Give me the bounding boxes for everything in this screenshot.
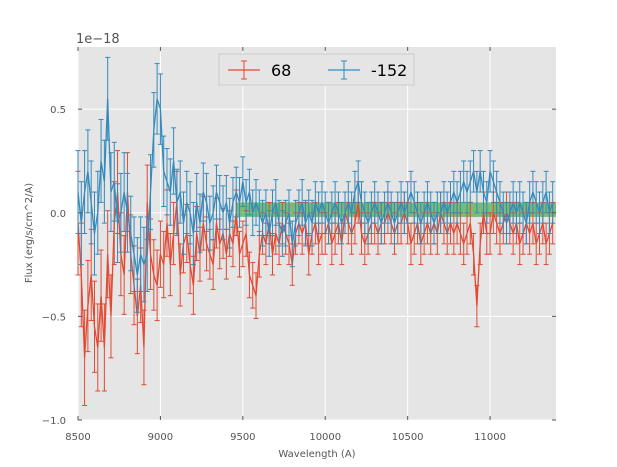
legend-label-152: -152 — [371, 61, 407, 80]
x-tick-label: 8500 — [65, 432, 90, 443]
series-layer — [75, 56, 556, 406]
y-axis-label: Flux (erg/s/cm^2/A) — [24, 183, 35, 283]
y-tick-label: 0.0 — [50, 209, 66, 220]
series-152 — [75, 56, 556, 313]
legend: 68 -152 — [218, 53, 415, 86]
series-line — [77, 98, 554, 276]
x-tick-label: 11000 — [474, 432, 506, 443]
x-tick-label: 9000 — [148, 432, 173, 443]
legend-swatch-152 — [328, 60, 360, 80]
x-tick-label: 10000 — [309, 432, 341, 443]
offset-label: 1e−18 — [76, 32, 120, 47]
x-tick-label: 9500 — [230, 432, 255, 443]
x-tick-label: 10500 — [392, 432, 424, 443]
highlight-band — [236, 202, 556, 217]
y-tick-label: −0.5 — [42, 312, 66, 323]
x-axis-label: Wavelength (A) — [278, 449, 355, 460]
legend-label-68: 68 — [271, 61, 291, 80]
y-tick-label: 0.5 — [50, 105, 66, 116]
legend-swatch-68 — [228, 60, 260, 80]
axis-ticks: 8500 9000 9500 10000 10500 11000 0.5 0.0 −0.5 −1.… — [42, 47, 556, 443]
y-tick-label: −1.0 — [42, 416, 66, 427]
